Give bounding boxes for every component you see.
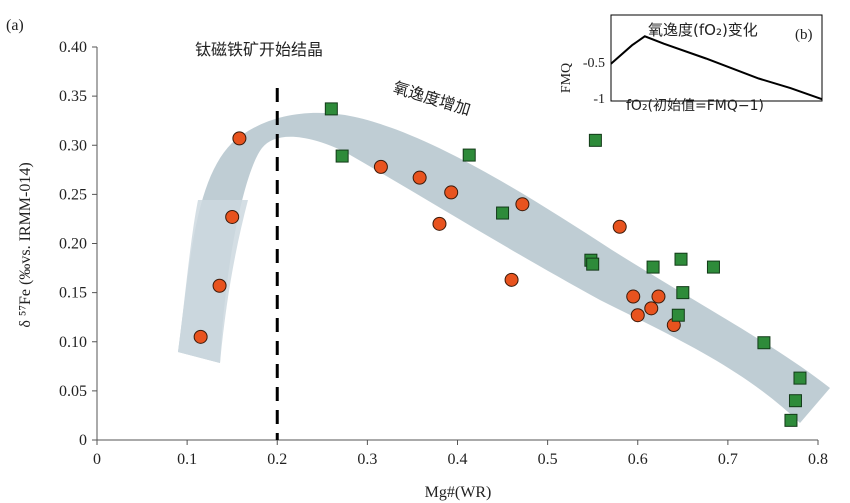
y-tick-label: 0.30 xyxy=(59,137,87,154)
x-tick-label: 0.1 xyxy=(177,451,197,468)
x-tick-label: 0.8 xyxy=(808,451,828,468)
x-tick-label: 0.6 xyxy=(628,451,648,468)
circle-point xyxy=(232,131,247,146)
circle-point xyxy=(432,216,447,231)
square-point xyxy=(646,260,660,274)
square-point xyxy=(496,206,510,220)
data-points xyxy=(193,102,807,427)
square-point xyxy=(784,413,798,427)
square-point xyxy=(757,336,771,350)
inset-y-label: FMQ xyxy=(559,63,574,93)
y-tick-label: 0.10 xyxy=(59,334,87,351)
x-tick-label: 0.5 xyxy=(538,451,558,468)
y-tick-label: 0.35 xyxy=(59,88,87,105)
y-tick-label: 0.05 xyxy=(59,383,87,400)
trend-label: 氧逸度增加 xyxy=(391,78,473,120)
y-tick-label: 0.20 xyxy=(59,236,87,253)
circle-point xyxy=(193,329,208,344)
y-ticks: 0 0.05 0.10 0.15 0.20 0.25 0.30 0.35 0.40 xyxy=(59,39,97,449)
panel-a-label: (a) xyxy=(6,17,24,34)
x-tick-label: 0.4 xyxy=(448,451,468,468)
y-tick-label: 0.40 xyxy=(59,39,87,56)
square-point xyxy=(674,252,688,266)
square-point xyxy=(788,394,802,408)
x-ticks: 0 0.1 0.2 0.3 0.4 0.5 0.6 0.7 0.8 xyxy=(93,440,828,468)
square-point xyxy=(462,148,476,162)
square-point xyxy=(793,371,807,385)
circle-point xyxy=(504,272,519,287)
x-tick-label: 0.7 xyxy=(718,451,738,468)
inset-tick-1: -0.5 xyxy=(583,56,605,71)
circle-point xyxy=(515,197,530,212)
y-tick-label: 0.15 xyxy=(59,285,87,302)
inset-curve-note: fO₂(初始值=FMQ−1) xyxy=(626,97,764,114)
trend-band-lower xyxy=(178,200,248,363)
magnetite-label: 钛磁铁矿开始结晶 xyxy=(195,40,323,59)
circle-point xyxy=(630,308,645,323)
circle-point xyxy=(225,209,240,224)
inset-title: 氧逸度(fO₂)变化 xyxy=(648,21,758,39)
x-tick-label: 0 xyxy=(93,451,101,468)
square-point xyxy=(324,102,338,116)
square-point xyxy=(676,286,690,300)
square-point xyxy=(586,257,600,271)
inset-tick-2: -1 xyxy=(593,92,605,107)
square-point xyxy=(588,133,602,147)
square-point xyxy=(671,308,685,322)
circle-point xyxy=(212,278,227,293)
circle-point xyxy=(412,170,427,185)
y-tick-label: 0.25 xyxy=(59,186,87,203)
square-point xyxy=(335,149,349,163)
inset-panel-label: (b) xyxy=(795,27,813,43)
x-axis-label: Mg#(WR) xyxy=(425,484,492,501)
circle-point xyxy=(651,289,666,304)
inset-fo2-curve xyxy=(610,35,823,101)
x-tick-label: 0.3 xyxy=(357,451,377,468)
inset-panel-b: 氧逸度(fO₂)变化 (b) FMQ -0.5 -1 fO₂(初始值=FMQ−1… xyxy=(559,14,823,114)
x-tick-label: 0.2 xyxy=(267,451,287,468)
square-point xyxy=(706,260,720,274)
circle-point xyxy=(444,185,459,200)
circle-point xyxy=(626,289,641,304)
y-tick-label: 0 xyxy=(79,432,87,449)
circle-point xyxy=(612,219,627,234)
circle-point xyxy=(644,301,659,316)
circle-point xyxy=(373,159,388,174)
y-axis-label: δ ⁵⁷Fe (‰vs. IRMM-014) xyxy=(17,162,34,327)
